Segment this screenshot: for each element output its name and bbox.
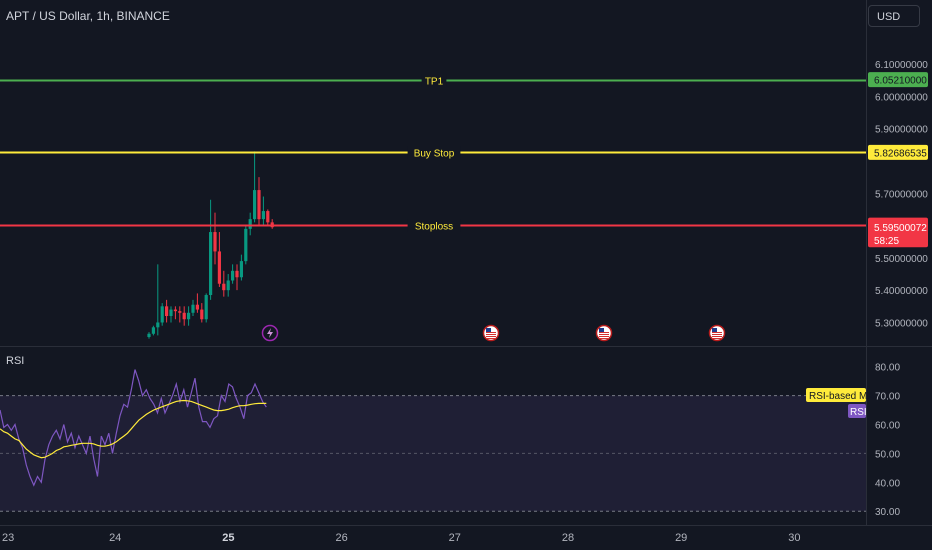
candle-body xyxy=(156,322,160,328)
candle-body xyxy=(222,283,226,291)
rsi-line xyxy=(0,369,267,487)
rsi-tag-background xyxy=(848,404,866,418)
us-flag-icon[interactable] xyxy=(595,324,613,342)
level-label[interactable]: TP1 xyxy=(425,77,444,88)
currency-selector[interactable]: USD xyxy=(868,5,920,27)
us-flag-icon[interactable] xyxy=(708,324,726,342)
candle-body xyxy=(261,211,265,220)
rsi-title[interactable]: RSI xyxy=(6,355,25,367)
level-price-tag: 6.05210000 xyxy=(874,76,927,87)
level-label[interactable]: Stoploss xyxy=(415,222,453,233)
event-markers xyxy=(261,324,726,342)
candle-body xyxy=(169,309,173,317)
price-axis-background xyxy=(866,0,932,550)
time-tick-label: 28 xyxy=(562,532,574,544)
level-label-background xyxy=(407,145,461,160)
time-tick-label: 23 xyxy=(2,532,14,544)
candle-body xyxy=(239,261,243,278)
lightning-icon[interactable] xyxy=(261,324,279,342)
candle-body xyxy=(231,270,235,281)
time-tick-label: 29 xyxy=(675,532,687,544)
candle-body xyxy=(191,304,195,313)
candle-body xyxy=(178,311,182,313)
price-tick-label: 5.30000000 xyxy=(875,318,928,329)
candle-body xyxy=(195,304,199,310)
candle-body xyxy=(160,306,164,323)
rsi-ma-line xyxy=(0,399,267,459)
level-label[interactable]: Buy Stop xyxy=(414,149,455,160)
candle-body xyxy=(209,232,213,296)
price-tick-label: 6.10000000 xyxy=(875,60,928,71)
rsi-tick-label: 70.00 xyxy=(875,392,900,403)
candle-body xyxy=(147,333,151,337)
level-label-background xyxy=(407,218,461,233)
candle-body xyxy=(200,309,204,320)
candle-body xyxy=(217,251,221,284)
level-price-tag-background xyxy=(868,144,928,160)
price-axis-ticks: 6.10000000 6.00000000 5.90000000 5.70000000… xyxy=(875,60,928,329)
candle-body xyxy=(257,190,261,220)
price-axis-labels: 6.052100005.826865355.601547955.59500072… xyxy=(868,72,928,248)
rsi-tick-label: 40.00 xyxy=(875,478,900,489)
price-tick-label: 5.70000000 xyxy=(875,189,928,200)
level-price-tag-background xyxy=(868,72,928,88)
rsi-tick-label: 80.00 xyxy=(875,363,900,374)
candle-body xyxy=(213,232,217,252)
candle-body xyxy=(204,295,208,320)
rsi-ma-tag: RSI-based MA xyxy=(809,391,874,402)
rsi-axis-ticks: 80.00 70.00 60.00 50.00 40.00 30.00 RSI-based … xyxy=(806,363,900,518)
candle-body xyxy=(248,219,252,229)
rsi-tick-label: 30.00 xyxy=(875,507,900,518)
level-price-tag: 5.82686535 xyxy=(874,148,927,159)
time-tick-label: 30 xyxy=(788,532,800,544)
candle-body xyxy=(187,312,191,320)
price-tick-label: 5.90000000 xyxy=(875,125,928,136)
rsi-tag: RSI xyxy=(850,407,867,418)
candle-body xyxy=(235,270,239,278)
time-tick-label: 25 xyxy=(222,532,234,544)
candle-body xyxy=(151,327,155,334)
price-tick-label: 6.00000000 xyxy=(875,92,928,103)
rsi-ma-tag-background xyxy=(806,388,866,402)
rsi-tick-label: 60.00 xyxy=(875,420,900,431)
rsi-pane[interactable] xyxy=(0,369,866,512)
candle-body xyxy=(226,280,230,291)
us-flag-icon[interactable] xyxy=(482,324,500,342)
symbol-title[interactable]: APT / US Dollar, 1h, BINANCE xyxy=(6,9,170,23)
time-axis-ticks: 23 24 25 26 27 28 29 30 xyxy=(2,532,801,544)
time-tick-label: 24 xyxy=(109,532,121,544)
candle-body xyxy=(173,309,177,312)
candle-body xyxy=(182,312,186,320)
bar-countdown: 58:25 xyxy=(874,236,899,247)
price-pane[interactable] xyxy=(0,0,866,346)
candle-body xyxy=(165,306,169,317)
price-levels: TP1 Buy Stop Stoploss xyxy=(0,73,866,233)
level-label-background xyxy=(421,73,447,88)
time-tick-label: 26 xyxy=(335,532,347,544)
price-tick-label: 5.40000000 xyxy=(875,286,928,297)
price-tick-label: 5.50000000 xyxy=(875,254,928,265)
candlestick-series xyxy=(147,151,274,339)
rsi-tick-label: 50.00 xyxy=(875,449,900,460)
candle-body xyxy=(244,228,248,262)
candle-body xyxy=(253,190,257,220)
last-price-tag-background xyxy=(868,219,928,248)
candle-body xyxy=(266,211,270,223)
last-price-tag: 5.59500072 xyxy=(874,223,927,234)
time-tick-label: 27 xyxy=(449,532,461,544)
